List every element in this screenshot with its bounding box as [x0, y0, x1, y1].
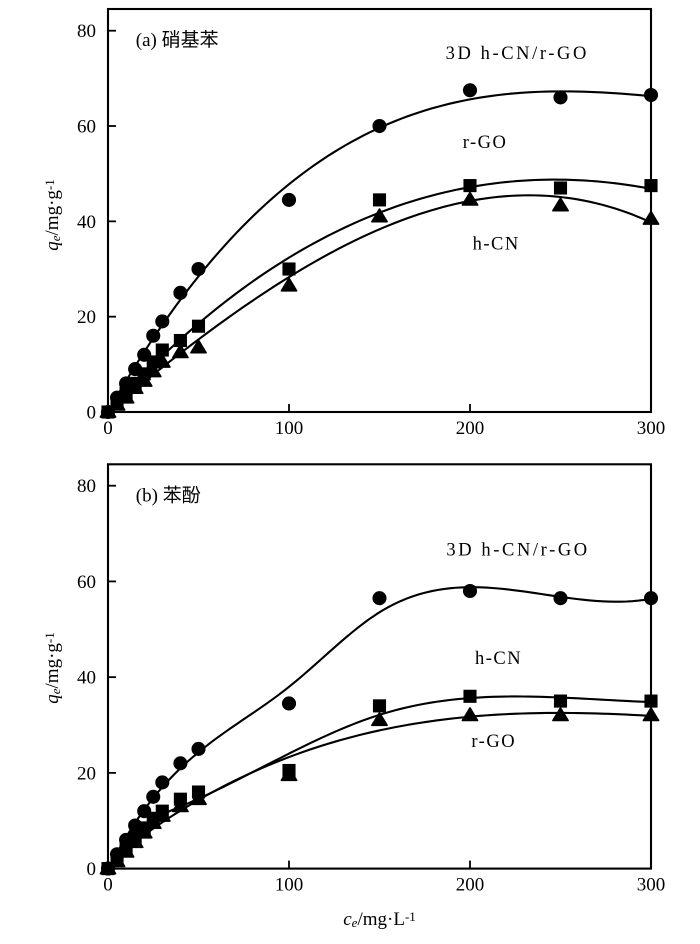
svg-text:3D h-CN/r-GO: 3D h-CN/r-GO	[446, 541, 589, 561]
svg-text:80: 80	[77, 21, 96, 42]
svg-text:h-CN: h-CN	[475, 649, 522, 669]
svg-text:40: 40	[77, 668, 96, 689]
svg-text:r-GO: r-GO	[471, 732, 516, 752]
svg-text:3D h-CN/r-GO: 3D h-CN/r-GO	[446, 44, 589, 64]
svg-text:100: 100	[275, 875, 304, 896]
svg-text:(b) 苯酚: (b) 苯酚	[136, 485, 201, 507]
svg-text:300: 300	[637, 875, 666, 896]
svg-text:0: 0	[87, 859, 97, 880]
svg-text:20: 20	[77, 763, 96, 784]
svg-text:r-GO: r-GO	[463, 133, 508, 153]
svg-text:(a) 硝基苯: (a) 硝基苯	[136, 29, 219, 51]
svg-text:80: 80	[77, 476, 96, 497]
svg-text:60: 60	[77, 117, 96, 138]
svg-text:0: 0	[103, 875, 113, 896]
svg-text:200: 200	[456, 418, 485, 439]
svg-text:20: 20	[77, 307, 96, 328]
svg-text:60: 60	[77, 572, 96, 593]
svg-text:40: 40	[77, 212, 96, 233]
svg-text:h-CN: h-CN	[473, 235, 520, 255]
svg-text:0: 0	[87, 403, 97, 424]
svg-text:100: 100	[275, 418, 304, 439]
svg-text:0: 0	[103, 418, 113, 439]
svg-text:300: 300	[637, 418, 666, 439]
svg-text:200: 200	[456, 875, 485, 896]
